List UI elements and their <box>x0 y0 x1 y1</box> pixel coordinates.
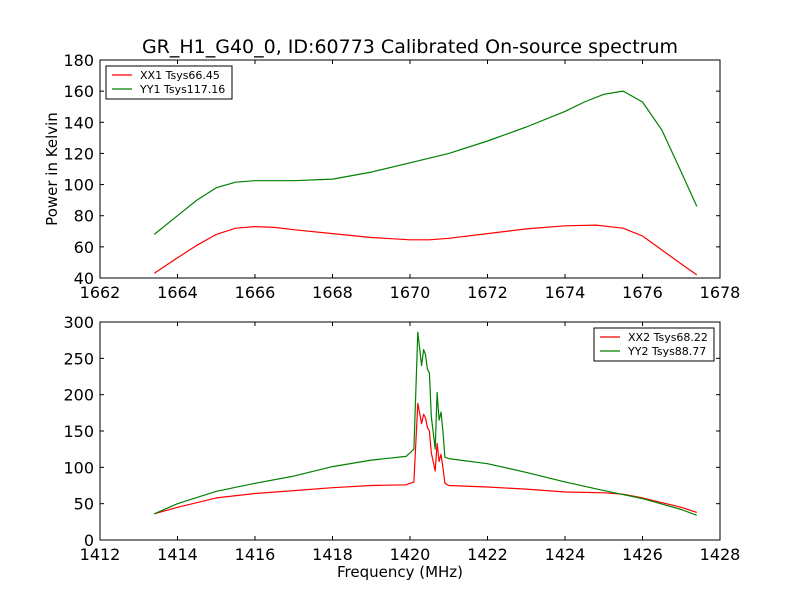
series-line-1 <box>154 402 697 515</box>
y-axis-label: Power in Kelvin <box>43 112 61 226</box>
x-tick-label: 1422 <box>467 545 508 564</box>
x-tick-label: 1672 <box>467 283 508 302</box>
x-tick-label: 1412 <box>80 545 121 564</box>
y-tick-label: 180 <box>63 51 94 70</box>
top-panel: 1662 1664 1666 1668 1670 1672 1674 1676 1678 40 60… <box>43 51 740 302</box>
x-tick-label: 1426 <box>622 545 663 564</box>
y-tick-label: 0 <box>84 531 94 550</box>
x-tick-label: 1424 <box>545 545 586 564</box>
y-tick-label: 140 <box>63 113 94 132</box>
y-tick-label: 300 <box>63 313 94 332</box>
chart-title: GR_H1_G40_0, ID:60773 Calibrated On-sour… <box>142 36 678 58</box>
legend-box <box>593 327 715 362</box>
x-tick-label: 1670 <box>390 283 431 302</box>
x-tick-label: 1428 <box>700 545 741 564</box>
y-tick-label: 150 <box>63 422 94 441</box>
x-tick-label: 1662 <box>80 283 121 302</box>
x-tick-label: 1678 <box>700 283 741 302</box>
x-tick-label: 1420 <box>390 545 431 564</box>
y-tick-label: 40 <box>74 269 94 288</box>
y-tick-label: 120 <box>63 144 94 163</box>
y-tick-label: 160 <box>63 82 94 101</box>
y-tick-label: 50 <box>74 495 94 514</box>
x-tick-label: 1664 <box>157 283 198 302</box>
x-axis-label: Frequency (MHz) <box>337 563 463 581</box>
x-tick-label: 1668 <box>312 283 353 302</box>
y-tick-label: 60 <box>74 238 94 257</box>
series-line-2 <box>154 331 698 516</box>
series-line-2 <box>153 90 698 235</box>
legend-box <box>105 65 233 100</box>
legend-entry: YY1 Tsys117.16 <box>139 83 225 96</box>
x-tick-label: 1416 <box>235 545 276 564</box>
legend-entry: XX2 Tsys68.22 <box>628 331 708 344</box>
legend-entry: YY2 Tsys88.77 <box>627 345 706 358</box>
y-tick-label: 100 <box>63 176 94 195</box>
x-tick-label: 1676 <box>622 283 663 302</box>
bottom-panel: 1412 1414 1416 1418 1420 1422 1424 1426 1428 0 50 1… <box>63 313 740 581</box>
x-tick-label: 1666 <box>235 283 276 302</box>
y-tick-label: 250 <box>63 349 94 368</box>
y-tick-label: 80 <box>74 207 94 226</box>
series-line-1 <box>153 224 698 276</box>
y-tick-label: 200 <box>63 386 94 405</box>
x-tick-label: 1418 <box>312 545 353 564</box>
legend-entry: XX1 Tsys66.45 <box>140 69 220 82</box>
y-tick-label: 100 <box>63 458 94 477</box>
x-tick-label: 1674 <box>545 283 586 302</box>
x-tick-label: 1414 <box>157 545 198 564</box>
